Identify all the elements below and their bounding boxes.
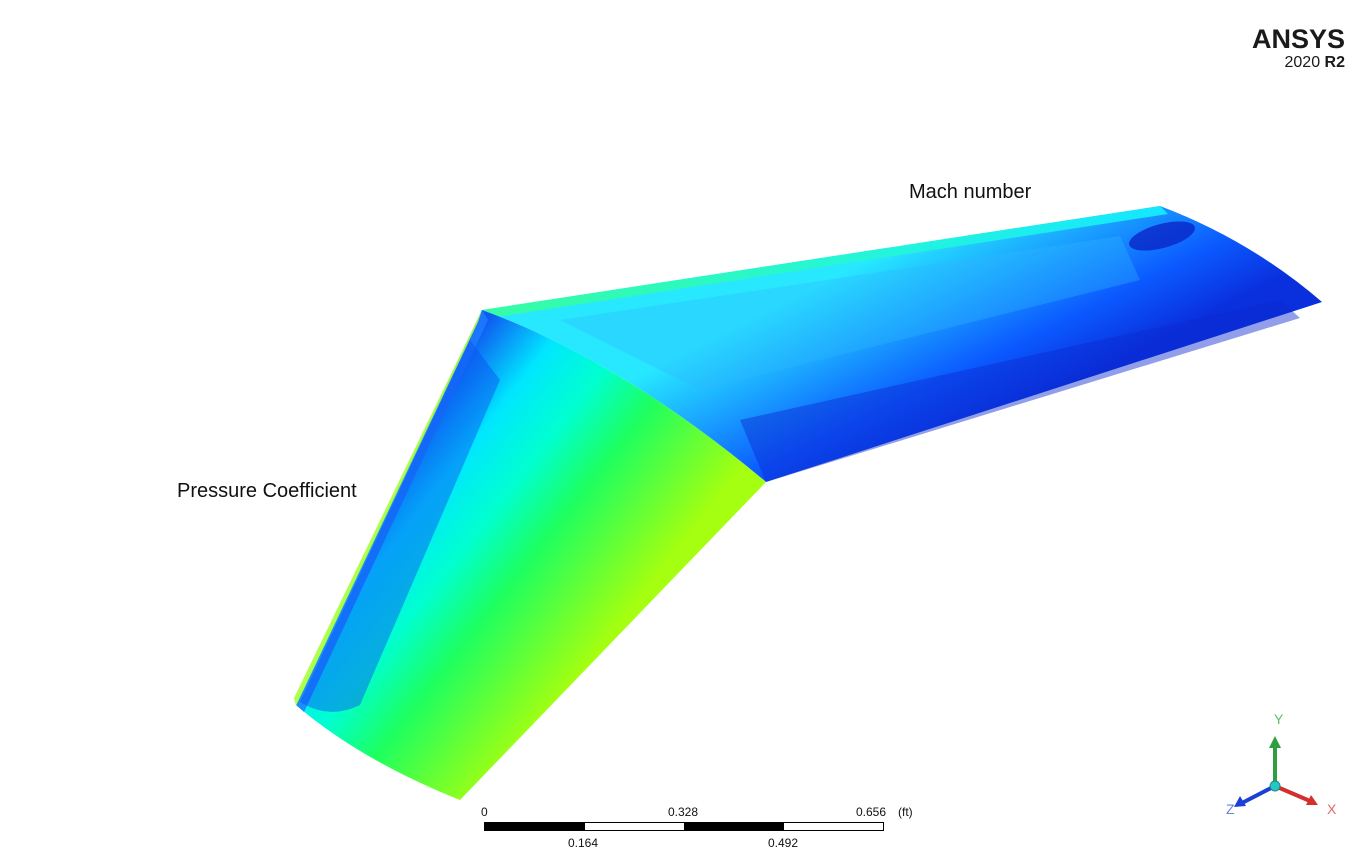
- brand-version-year: 2020: [1284, 54, 1321, 71]
- scale-segment: [684, 823, 784, 830]
- scale-tick-bottom-0: 0.164: [568, 836, 599, 850]
- outboard-leading-edge: [482, 206, 1168, 318]
- y-axis-arrow-icon: [1269, 736, 1281, 748]
- pressure-coefficient-label: Pressure Coefficient: [177, 480, 357, 502]
- scale-segment: [783, 823, 883, 830]
- axis-triad[interactable]: Y X Z: [1222, 706, 1342, 826]
- x-axis-arrow-icon: [1306, 795, 1318, 805]
- scale-bar: 0 0.328 0.656 (ft) 0.164 0.492: [481, 805, 914, 855]
- x-axis-label: X: [1327, 801, 1337, 817]
- triad-center-icon: [1269, 780, 1281, 792]
- outboard-upper-patch: [560, 236, 1140, 390]
- scale-unit: (ft): [898, 805, 913, 819]
- scale-bar-graphic: [484, 822, 884, 831]
- x-axis-icon: [1274, 784, 1311, 803]
- outboard-wake-band: [740, 300, 1300, 482]
- mach-contour-surface: [482, 206, 1322, 482]
- inboard-low-pressure-band: [300, 340, 500, 712]
- inboard-root-highlight: [294, 310, 482, 706]
- brand-version: 2020 R2: [1252, 54, 1346, 71]
- outboard-tip-vortex: [1129, 221, 1195, 251]
- z-axis-icon: [1241, 784, 1276, 805]
- scale-segment: [485, 823, 585, 830]
- mach-number-label: Mach number: [909, 181, 1032, 203]
- ansys-logo: ANSYS 2020 R2: [1252, 26, 1345, 71]
- z-axis-arrow-icon: [1234, 796, 1246, 807]
- brand-name: ANSYS: [1251, 24, 1345, 54]
- scale-segment: [584, 823, 684, 830]
- pressure-contour-surface: [296, 310, 766, 800]
- scale-tick-top-2: 0.656: [856, 805, 887, 819]
- scale-tick-top-1: 0.328: [668, 805, 699, 819]
- y-axis-label: Y: [1274, 711, 1284, 727]
- z-axis-label: Z: [1226, 801, 1235, 817]
- scale-tick-top-0: 0: [481, 805, 488, 819]
- inboard-leading-edge: [296, 310, 488, 712]
- scale-tick-bottom-1: 0.492: [768, 836, 799, 850]
- brand-version-release: R2: [1324, 54, 1345, 71]
